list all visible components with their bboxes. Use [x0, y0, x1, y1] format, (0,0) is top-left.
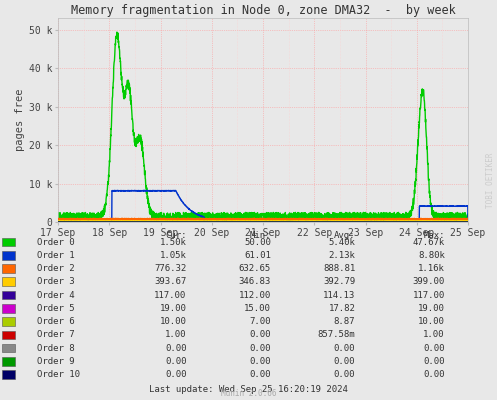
Text: Order 0: Order 0 [37, 238, 75, 246]
Text: 0.00: 0.00 [334, 357, 355, 366]
Text: 1.50k: 1.50k [160, 238, 186, 246]
FancyBboxPatch shape [2, 370, 15, 379]
FancyBboxPatch shape [2, 278, 15, 286]
Text: Order 4: Order 4 [37, 290, 75, 300]
Text: 0.00: 0.00 [249, 370, 271, 379]
Text: 0.00: 0.00 [423, 370, 445, 379]
Text: Order 5: Order 5 [37, 304, 75, 313]
Text: 857.58m: 857.58m [318, 330, 355, 339]
Text: Max:: Max: [423, 231, 445, 240]
Text: 0.00: 0.00 [165, 370, 186, 379]
Text: 0.00: 0.00 [165, 357, 186, 366]
Text: 5.40k: 5.40k [329, 238, 355, 246]
FancyBboxPatch shape [2, 317, 15, 326]
Text: 0.00: 0.00 [249, 357, 271, 366]
Text: 7.00: 7.00 [249, 317, 271, 326]
Text: 0.00: 0.00 [334, 370, 355, 379]
Text: 114.13: 114.13 [323, 290, 355, 300]
Text: Order 8: Order 8 [37, 344, 75, 353]
Text: 346.83: 346.83 [239, 277, 271, 286]
Text: 61.01: 61.01 [244, 251, 271, 260]
Text: Min:: Min: [249, 231, 271, 240]
Text: 117.00: 117.00 [154, 290, 186, 300]
Text: Order 10: Order 10 [37, 370, 81, 379]
Text: 0.00: 0.00 [334, 344, 355, 353]
Text: 19.00: 19.00 [418, 304, 445, 313]
Text: 392.79: 392.79 [323, 277, 355, 286]
Text: 50.00: 50.00 [244, 238, 271, 246]
Text: 776.32: 776.32 [154, 264, 186, 273]
Text: 0.00: 0.00 [249, 344, 271, 353]
Text: 2.13k: 2.13k [329, 251, 355, 260]
Text: Order 6: Order 6 [37, 317, 75, 326]
Text: 10.00: 10.00 [418, 317, 445, 326]
Text: Munin 2.0.66: Munin 2.0.66 [221, 389, 276, 398]
FancyBboxPatch shape [2, 304, 15, 313]
Text: 17.82: 17.82 [329, 304, 355, 313]
Text: 0.00: 0.00 [423, 357, 445, 366]
Text: Cur:: Cur: [165, 231, 186, 240]
Text: 1.00: 1.00 [423, 330, 445, 339]
Text: Order 7: Order 7 [37, 330, 75, 339]
Text: 1.16k: 1.16k [418, 264, 445, 273]
Text: 632.65: 632.65 [239, 264, 271, 273]
FancyBboxPatch shape [2, 238, 15, 246]
Text: 0.00: 0.00 [423, 344, 445, 353]
Text: TOBI OETIKER: TOBI OETIKER [486, 152, 495, 208]
Text: 112.00: 112.00 [239, 290, 271, 300]
FancyBboxPatch shape [2, 357, 15, 366]
Text: 117.00: 117.00 [413, 290, 445, 300]
Text: 10.00: 10.00 [160, 317, 186, 326]
FancyBboxPatch shape [2, 291, 15, 299]
Text: Avg:: Avg: [334, 231, 355, 240]
FancyBboxPatch shape [2, 264, 15, 273]
Text: Order 2: Order 2 [37, 264, 75, 273]
Text: 399.00: 399.00 [413, 277, 445, 286]
Title: Memory fragmentation in Node 0, zone DMA32  -  by week: Memory fragmentation in Node 0, zone DMA… [71, 4, 455, 17]
Text: Order 3: Order 3 [37, 277, 75, 286]
Text: 0.00: 0.00 [165, 344, 186, 353]
FancyBboxPatch shape [2, 344, 15, 352]
Text: 888.81: 888.81 [323, 264, 355, 273]
Text: 0.00: 0.00 [249, 330, 271, 339]
Y-axis label: pages free: pages free [15, 89, 25, 151]
Text: 8.87: 8.87 [334, 317, 355, 326]
Text: 1.00: 1.00 [165, 330, 186, 339]
FancyBboxPatch shape [2, 330, 15, 339]
Text: 393.67: 393.67 [154, 277, 186, 286]
Text: Last update: Wed Sep 25 16:20:19 2024: Last update: Wed Sep 25 16:20:19 2024 [149, 385, 348, 394]
Text: Order 9: Order 9 [37, 357, 75, 366]
Text: 15.00: 15.00 [244, 304, 271, 313]
Text: 8.80k: 8.80k [418, 251, 445, 260]
Text: 1.05k: 1.05k [160, 251, 186, 260]
Text: 47.67k: 47.67k [413, 238, 445, 246]
Text: Order 1: Order 1 [37, 251, 75, 260]
Text: 19.00: 19.00 [160, 304, 186, 313]
FancyBboxPatch shape [2, 251, 15, 260]
